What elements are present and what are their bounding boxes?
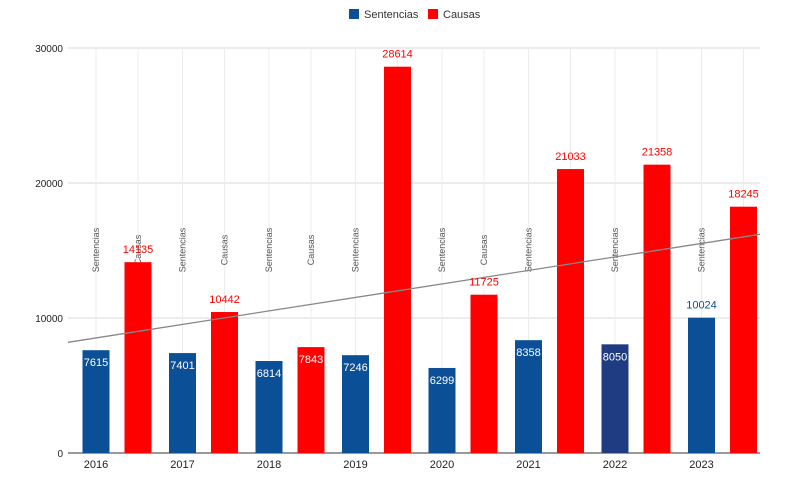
bar-sentencias-2021 — [515, 340, 542, 453]
bar-causas-2022 — [643, 164, 671, 454]
series-name-label: Causas — [220, 234, 230, 265]
y-axis: 0 10000 20000 30000 — [35, 44, 63, 460]
y-tick-label: 20000 — [35, 179, 63, 190]
bar-sentencias-2016 — [82, 350, 110, 453]
legend-swatch-causas — [428, 9, 438, 19]
legend-label-sentencias: Sentencias — [364, 9, 419, 21]
data-label-causas-2023: 18245 — [728, 189, 759, 201]
x-tick-label: 2023 — [689, 459, 713, 471]
bar-causas-2018 — [297, 347, 325, 453]
y-tick-label: 10000 — [35, 314, 63, 325]
bar-sentencias-2018 — [255, 361, 283, 453]
series-name-label: Sentencias — [351, 227, 361, 272]
bar-sentencias-2022 — [601, 344, 629, 453]
bar-sentencias-2019 — [342, 355, 369, 453]
bar-value-labels: 7615 14135 7401 10442 6814 7843 7246 28614 6299 1… — [84, 49, 759, 387]
series-name-label: Sentencias — [610, 227, 620, 272]
data-label-sentencias-2016: 7615 — [84, 357, 108, 369]
x-tick-label: 2018 — [257, 459, 281, 471]
y-tick-label: 30000 — [35, 44, 63, 55]
x-tick-label: 2017 — [170, 459, 194, 471]
data-label-causas-2016: 14135 — [123, 244, 154, 256]
series-name-label: Causas — [306, 234, 316, 265]
series-name-label: Causas — [133, 234, 143, 265]
data-label-causas-2021: 21033 — [555, 151, 586, 163]
data-label-sentencias-2021: 8358 — [516, 347, 540, 359]
x-axis: 2016 2017 2018 2019 2020 2021 2022 2023 — [84, 459, 714, 471]
series-name-label: Sentencias — [697, 227, 707, 272]
x-tick-label: 2020 — [430, 459, 454, 471]
bar-causas-2021 — [557, 169, 584, 453]
x-tick-label: 2016 — [84, 459, 108, 471]
x-tick-label: 2022 — [603, 459, 627, 471]
data-label-causas-2017: 10442 — [209, 294, 240, 306]
x-tick-label: 2021 — [516, 459, 540, 471]
data-label-sentencias-2022: 8050 — [603, 351, 627, 363]
series-name-label: Causas — [479, 234, 489, 265]
data-label-sentencias-2017: 7401 — [170, 360, 194, 372]
bar-causas-2016 — [124, 262, 152, 453]
y-tick-label: 0 — [57, 449, 63, 460]
data-label-sentencias-2023: 10024 — [686, 300, 717, 312]
data-label-causas-2018: 7843 — [299, 354, 323, 366]
legend-swatch-sentencias — [349, 9, 359, 19]
series-name-label: Sentencias — [524, 227, 534, 272]
data-label-sentencias-2018: 6814 — [257, 368, 281, 380]
bar-sentencias-2020 — [428, 367, 456, 453]
bar-causas-2019 — [384, 66, 411, 453]
bar-causas-2017 — [211, 312, 238, 453]
bar-causas-2020 — [470, 294, 498, 453]
data-label-sentencias-2019: 7246 — [343, 362, 367, 374]
data-label-causas-2022: 21358 — [642, 147, 673, 159]
chart-legend: Sentencias Causas — [349, 9, 481, 21]
series-name-label: Sentencias — [91, 227, 101, 272]
series-name-label: Sentencias — [437, 227, 447, 272]
data-label-sentencias-2020: 6299 — [430, 375, 454, 387]
trendline-line — [67, 233, 761, 343]
bar-sentencias-2023 — [688, 317, 715, 453]
chart-bars — [82, 66, 757, 454]
series-name-label: Sentencias — [178, 227, 188, 272]
legend-label-causas: Causas — [443, 9, 481, 21]
bar-sentencias-2017 — [169, 353, 196, 453]
x-tick-label: 2019 — [343, 459, 367, 471]
series-name-label: Sentencias — [264, 227, 274, 272]
bar-causas-2023 — [730, 206, 757, 453]
data-label-causas-2019: 28614 — [382, 49, 413, 61]
data-label-causas-2020: 11725 — [469, 277, 499, 289]
trendline — [67, 233, 761, 343]
